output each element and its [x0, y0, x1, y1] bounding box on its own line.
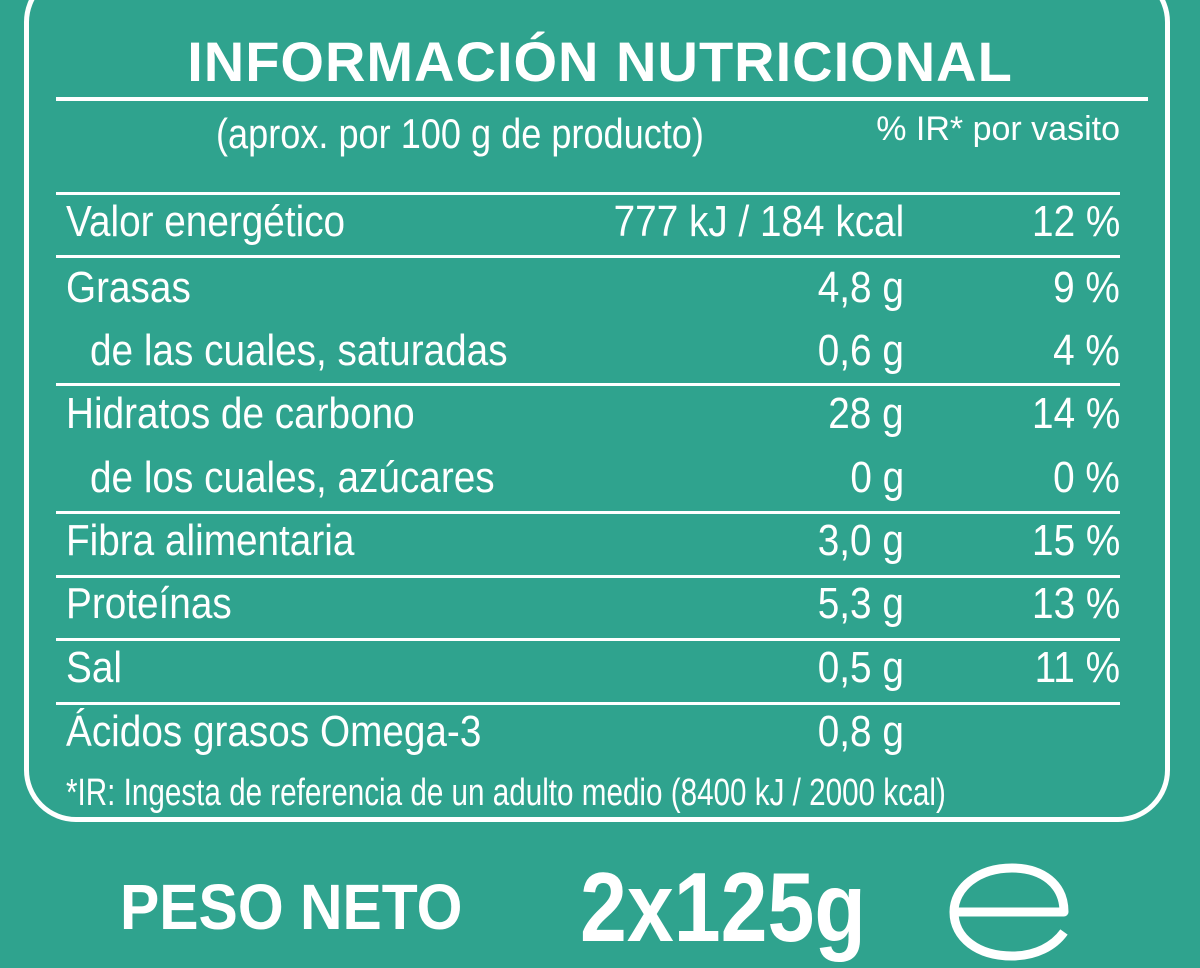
- nutrient-label-protein: Proteínas: [66, 579, 232, 628]
- row-divider: [56, 255, 1120, 258]
- nutrient-amount-energy: 777 kJ / 184 kcal: [613, 197, 904, 246]
- row-divider: [56, 575, 1120, 578]
- serving-basis: (aprox. por 100 g de producto): [216, 110, 704, 157]
- nutrient-amount-sugars: 0 g: [850, 453, 904, 502]
- row-divider: [56, 383, 1120, 386]
- row-divider: [56, 638, 1120, 641]
- nutrition-panel: [24, 0, 1170, 822]
- nutrient-label-fibre: Fibra alimentaria: [66, 516, 355, 565]
- nutrient-label-carbs: Hidratos de carbono: [66, 389, 415, 438]
- row-divider: [56, 192, 1120, 195]
- nutrient-pct-carbs: 14 %: [1031, 389, 1120, 438]
- nutrition-title: INFORMACIÓN NUTRICIONAL: [187, 30, 1013, 93]
- nutrient-label-fat: Grasas: [66, 263, 191, 312]
- nutrient-amount-omega3: 0,8 g: [817, 707, 904, 756]
- reference-intake-header: % IR* por vasito: [876, 110, 1120, 148]
- nutrient-label-energy: Valor energético: [66, 197, 346, 246]
- nutrient-label-saturated: de las cuales, saturadas: [90, 326, 508, 375]
- nutrient-pct-fibre: 15 %: [1031, 516, 1120, 565]
- nutrient-pct-energy: 12 %: [1031, 197, 1120, 246]
- net-weight-label: PESO NETO: [120, 871, 463, 943]
- row-divider: [56, 511, 1120, 514]
- reference-intake-footnote: *IR: Ingesta de referencia de un adulto …: [66, 772, 946, 814]
- nutrient-pct-salt: 11 %: [1034, 643, 1120, 692]
- estimated-sign-icon: [949, 863, 1069, 961]
- nutrient-amount-saturated: 0,6 g: [817, 326, 904, 375]
- nutrient-pct-protein: 13 %: [1031, 579, 1120, 628]
- net-weight: PESO NETO 2x125g: [120, 852, 910, 962]
- title-divider: [56, 97, 1148, 101]
- nutrient-label-salt: Sal: [66, 643, 122, 692]
- row-divider: [56, 702, 1120, 705]
- nutrient-pct-saturated: 4 %: [1053, 326, 1120, 375]
- nutrient-pct-sugars: 0 %: [1053, 453, 1120, 502]
- net-weight-value: 2x125g: [580, 852, 866, 962]
- nutrient-amount-protein: 5,3 g: [817, 579, 904, 628]
- nutrient-pct-fat: 9 %: [1053, 263, 1120, 312]
- nutrient-label-omega3: Ácidos grasos Omega-3: [66, 707, 482, 756]
- nutrient-amount-salt: 0,5 g: [817, 643, 904, 692]
- nutrient-amount-carbs: 28 g: [828, 389, 904, 438]
- nutrient-amount-fat: 4,8 g: [817, 263, 904, 312]
- nutrient-amount-fibre: 3,0 g: [817, 516, 904, 565]
- nutrient-label-sugars: de los cuales, azúcares: [90, 453, 495, 502]
